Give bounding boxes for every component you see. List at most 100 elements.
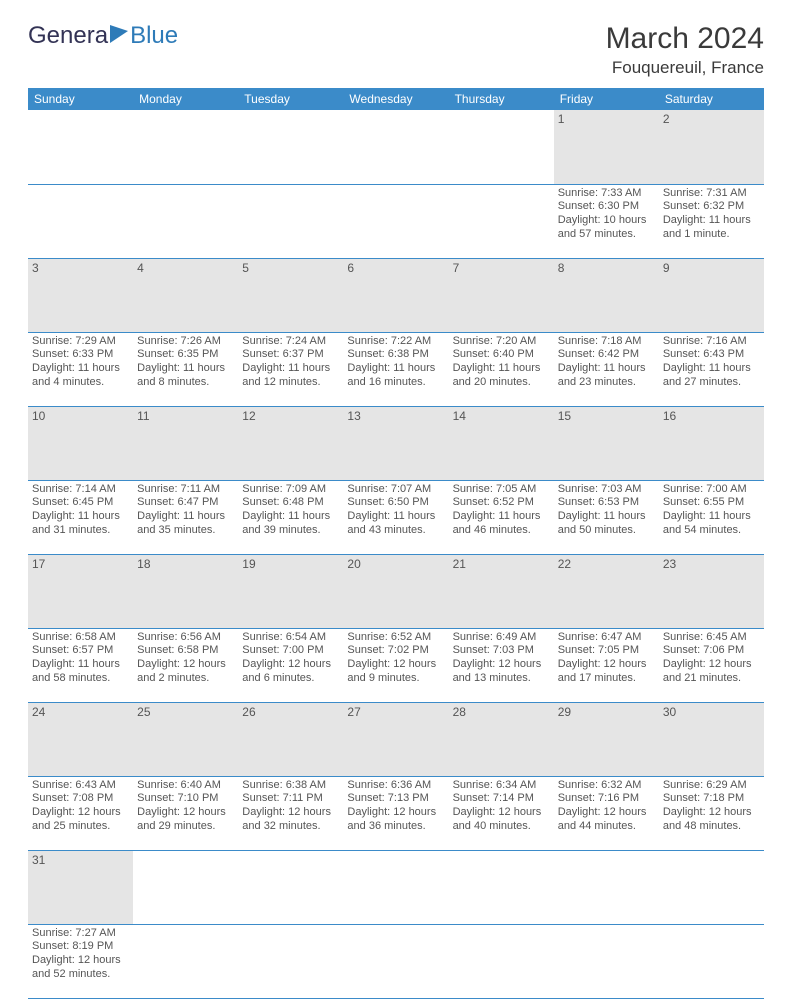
sunrise-line: Sunrise: 7:18 AM	[558, 335, 655, 349]
weekday-header: Tuesday	[238, 88, 343, 110]
daylight-line-2: and 16 minutes.	[347, 376, 444, 390]
daylight-line: Daylight: 11 hours	[137, 362, 234, 376]
sunrise-line: Sunrise: 6:38 AM	[242, 779, 339, 793]
day-cell: Sunrise: 7:29 AMSunset: 6:33 PMDaylight:…	[28, 332, 133, 406]
day-cell: Sunrise: 6:49 AMSunset: 7:03 PMDaylight:…	[449, 628, 554, 702]
day-cell: Sunrise: 7:27 AMSunset: 8:19 PMDaylight:…	[28, 924, 133, 998]
daylight-line: Daylight: 11 hours	[32, 658, 129, 672]
sunrise-line: Sunrise: 7:16 AM	[663, 335, 760, 349]
day-number: 17	[28, 554, 133, 628]
daylight-line: Daylight: 11 hours	[32, 510, 129, 524]
day-cell: Sunrise: 7:18 AMSunset: 6:42 PMDaylight:…	[554, 332, 659, 406]
empty-cell	[659, 924, 764, 998]
day-cell: Sunrise: 6:54 AMSunset: 7:00 PMDaylight:…	[238, 628, 343, 702]
day-number: 6	[343, 258, 448, 332]
day-number: 25	[133, 702, 238, 776]
flag-icon	[110, 25, 128, 43]
sunrise-line: Sunrise: 7:33 AM	[558, 187, 655, 201]
sunrise-line: Sunrise: 6:40 AM	[137, 779, 234, 793]
sunset-line: Sunset: 6:33 PM	[32, 348, 129, 362]
daylight-line: Daylight: 11 hours	[453, 362, 550, 376]
logo-text-1: Genera	[28, 22, 108, 50]
day-cell: Sunrise: 6:34 AMSunset: 7:14 PMDaylight:…	[449, 776, 554, 850]
day-number: 27	[343, 702, 448, 776]
sunset-line: Sunset: 6:53 PM	[558, 496, 655, 510]
sunrise-line: Sunrise: 6:29 AM	[663, 779, 760, 793]
day-cell: Sunrise: 6:38 AMSunset: 7:11 PMDaylight:…	[238, 776, 343, 850]
sunset-line: Sunset: 6:50 PM	[347, 496, 444, 510]
sunset-line: Sunset: 6:35 PM	[137, 348, 234, 362]
daylight-line-2: and 4 minutes.	[32, 376, 129, 390]
daynum-row: 10111213141516	[28, 406, 764, 480]
sunset-line: Sunset: 6:47 PM	[137, 496, 234, 510]
weekday-header: Friday	[554, 88, 659, 110]
day-cell: Sunrise: 7:00 AMSunset: 6:55 PMDaylight:…	[659, 480, 764, 554]
daylight-line-2: and 40 minutes.	[453, 820, 550, 834]
sunset-line: Sunset: 6:30 PM	[558, 200, 655, 214]
day-cell: Sunrise: 7:20 AMSunset: 6:40 PMDaylight:…	[449, 332, 554, 406]
daylight-line-2: and 44 minutes.	[558, 820, 655, 834]
sunset-line: Sunset: 6:43 PM	[663, 348, 760, 362]
day-cell: Sunrise: 6:29 AMSunset: 7:18 PMDaylight:…	[659, 776, 764, 850]
sunrise-line: Sunrise: 6:54 AM	[242, 631, 339, 645]
daylight-line-2: and 13 minutes.	[453, 672, 550, 686]
daylight-line: Daylight: 11 hours	[558, 510, 655, 524]
day-number: 8	[554, 258, 659, 332]
sunset-line: Sunset: 7:06 PM	[663, 644, 760, 658]
daylight-line: Daylight: 12 hours	[558, 806, 655, 820]
daylight-line-2: and 1 minute.	[663, 228, 760, 242]
daylight-line: Daylight: 11 hours	[242, 362, 339, 376]
day-number: 28	[449, 702, 554, 776]
day-number: 18	[133, 554, 238, 628]
day-number: 20	[343, 554, 448, 628]
day-cell: Sunrise: 6:56 AMSunset: 6:58 PMDaylight:…	[133, 628, 238, 702]
sunset-line: Sunset: 7:13 PM	[347, 792, 444, 806]
daylight-line-2: and 31 minutes.	[32, 524, 129, 538]
day-cell: Sunrise: 7:09 AMSunset: 6:48 PMDaylight:…	[238, 480, 343, 554]
weekday-header: Thursday	[449, 88, 554, 110]
sunrise-line: Sunrise: 7:27 AM	[32, 927, 129, 941]
daylight-line: Daylight: 11 hours	[663, 362, 760, 376]
daylight-line-2: and 27 minutes.	[663, 376, 760, 390]
day-number: 4	[133, 258, 238, 332]
day-number: 1	[554, 110, 659, 184]
sunrise-line: Sunrise: 7:22 AM	[347, 335, 444, 349]
daynum-row: 24252627282930	[28, 702, 764, 776]
daylight-line-2: and 36 minutes.	[347, 820, 444, 834]
logo-text-2: Blue	[130, 22, 178, 50]
sunset-line: Sunset: 7:16 PM	[558, 792, 655, 806]
daylight-line-2: and 32 minutes.	[242, 820, 339, 834]
day-cell: Sunrise: 7:31 AMSunset: 6:32 PMDaylight:…	[659, 184, 764, 258]
daylight-line-2: and 9 minutes.	[347, 672, 444, 686]
empty-cell	[133, 850, 238, 924]
weekday-header: Saturday	[659, 88, 764, 110]
sunrise-line: Sunrise: 6:58 AM	[32, 631, 129, 645]
sunrise-line: Sunrise: 6:34 AM	[453, 779, 550, 793]
logo: Genera Blue	[28, 22, 178, 50]
daylight-line-2: and 21 minutes.	[663, 672, 760, 686]
daylight-line-2: and 54 minutes.	[663, 524, 760, 538]
daylight-line: Daylight: 12 hours	[663, 806, 760, 820]
sunrise-line: Sunrise: 6:47 AM	[558, 631, 655, 645]
sunrise-line: Sunrise: 7:14 AM	[32, 483, 129, 497]
sunset-line: Sunset: 6:40 PM	[453, 348, 550, 362]
empty-cell	[238, 924, 343, 998]
daynum-row: 3456789	[28, 258, 764, 332]
calendar-table: SundayMondayTuesdayWednesdayThursdayFrid…	[28, 88, 764, 999]
daylight-line: Daylight: 12 hours	[347, 806, 444, 820]
daylight-line: Daylight: 10 hours	[558, 214, 655, 228]
empty-cell	[449, 850, 554, 924]
day-cell: Sunrise: 6:58 AMSunset: 6:57 PMDaylight:…	[28, 628, 133, 702]
day-number: 10	[28, 406, 133, 480]
daylight-line: Daylight: 11 hours	[663, 510, 760, 524]
sunrise-line: Sunrise: 7:03 AM	[558, 483, 655, 497]
daylight-line: Daylight: 11 hours	[347, 510, 444, 524]
empty-cell	[238, 184, 343, 258]
empty-cell	[449, 184, 554, 258]
daylight-line-2: and 46 minutes.	[453, 524, 550, 538]
day-cell: Sunrise: 7:33 AMSunset: 6:30 PMDaylight:…	[554, 184, 659, 258]
daylight-line: Daylight: 11 hours	[347, 362, 444, 376]
empty-cell	[449, 110, 554, 184]
daylight-line-2: and 58 minutes.	[32, 672, 129, 686]
empty-cell	[343, 850, 448, 924]
